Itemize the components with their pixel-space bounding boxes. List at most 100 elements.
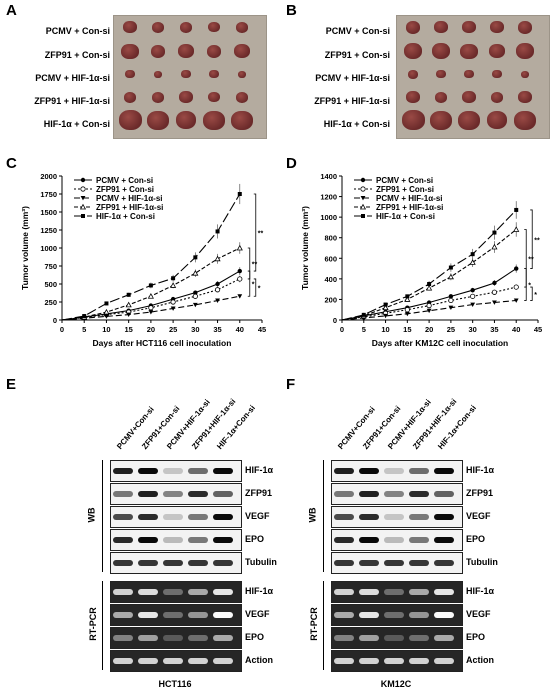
- data-point: [404, 296, 411, 302]
- blot-band: [334, 560, 354, 566]
- legend-label: HIF-1α + Con-si: [96, 212, 155, 221]
- blot-band: [384, 537, 404, 543]
- western-blot-strip: [110, 552, 242, 574]
- data-point: [470, 287, 475, 293]
- data-point: [426, 284, 433, 291]
- pcr-band: [188, 612, 208, 618]
- legend-label: ZFP91 + Con-si: [96, 185, 154, 194]
- western-blot-strip: [331, 483, 463, 505]
- significance-mark: *: [534, 292, 537, 299]
- blot-band: [138, 491, 158, 497]
- photo-row-label: ZFP91 + HIF-1α-si: [34, 96, 110, 106]
- data-point: [513, 298, 519, 303]
- blot-band: [434, 468, 454, 474]
- blot-band: [434, 537, 454, 543]
- tumor-specimen: [177, 44, 195, 58]
- blot-band: [188, 491, 208, 497]
- rt-pcr-strip: [331, 627, 463, 649]
- blot-row-label: EPO: [245, 534, 265, 544]
- data-point: [193, 255, 198, 260]
- rt-pcr-bracket: [323, 581, 324, 670]
- data-point: [360, 177, 366, 183]
- x-tick-label: 35: [213, 325, 221, 334]
- x-axis-label: Days after KM12C cell inoculation: [372, 338, 509, 348]
- significance-bracket: [247, 247, 251, 280]
- data-point: [426, 303, 432, 309]
- data-point: [80, 177, 86, 183]
- tumor-specimen: [431, 43, 451, 59]
- blot-band: [213, 537, 233, 543]
- series-5: [61, 183, 242, 321]
- tumor-specimen: [401, 110, 425, 130]
- western-blot-strip: [110, 460, 242, 482]
- significance-mark: **: [528, 256, 534, 263]
- wb-bracket: [102, 460, 103, 572]
- y-tick-label: 0: [53, 316, 57, 325]
- tumor-specimen: [179, 21, 193, 33]
- tumor-specimen: [430, 110, 452, 130]
- western-blot-strip: [331, 529, 463, 551]
- pcr-band: [188, 635, 208, 641]
- data-point: [192, 302, 198, 308]
- data-point: [171, 276, 176, 281]
- blot-band: [434, 514, 454, 520]
- pcr-band: [213, 589, 233, 595]
- tumor-photo: [113, 15, 267, 139]
- photo-row-label: ZFP91 + Con-si: [44, 50, 110, 60]
- blot-band: [359, 468, 379, 474]
- pcr-row-label: Action: [245, 655, 273, 665]
- x-tick-label: 0: [60, 325, 64, 334]
- blot-band: [163, 560, 183, 566]
- legend-label: PCMV + HIF-1α-si: [96, 194, 162, 203]
- western-blot-panel-e: PCMV+Con-si ZFP91+Con-si PCMV+HIF-1α-si ZFP…: [0, 380, 277, 689]
- tumor-specimen: [123, 21, 137, 33]
- tumor-specimen: [235, 91, 249, 103]
- blot-row-label: VEGF: [245, 511, 270, 521]
- y-tick-label: 500: [44, 280, 57, 289]
- y-tick-label: 200: [324, 295, 337, 304]
- tumor-specimen: [492, 70, 502, 78]
- data-point: [148, 310, 154, 315]
- blot-band: [334, 468, 354, 474]
- y-tick-label: 1250: [40, 226, 57, 235]
- tumor-specimen: [125, 70, 135, 78]
- x-tick-label: 30: [191, 325, 199, 334]
- x-tick-label: 5: [82, 325, 86, 334]
- tumor-specimen: [486, 111, 508, 129]
- tumor-specimen: [175, 111, 197, 129]
- pcr-band: [334, 612, 354, 618]
- data-point: [126, 312, 132, 317]
- blot-row-label: ZFP91: [245, 488, 273, 498]
- data-point: [469, 259, 476, 265]
- blot-band: [359, 491, 379, 497]
- data-point: [427, 282, 432, 286]
- data-point: [470, 293, 476, 299]
- blot-row-label: HIF-1α: [466, 465, 495, 475]
- x-tick-label: 10: [102, 325, 110, 334]
- pcr-band: [163, 658, 183, 664]
- tumor-specimen: [153, 70, 163, 78]
- tumor-specimen: [118, 110, 142, 130]
- blot-band: [359, 537, 379, 543]
- blot-band: [113, 491, 133, 497]
- blot-band: [334, 514, 354, 520]
- significance-mark: **: [252, 261, 258, 268]
- photo-row-label: PCMV + HIF-1α-si: [315, 73, 390, 83]
- legend-label: ZFP91 + Con-si: [376, 185, 434, 194]
- tumor-specimen: [403, 43, 423, 59]
- data-point: [170, 282, 177, 288]
- rt-pcr-strip: [110, 627, 242, 649]
- series-3: [341, 298, 519, 321]
- series-5: [341, 201, 519, 321]
- y-tick-label: 1400: [320, 172, 337, 181]
- rt-pcr-strip: [331, 650, 463, 672]
- western-blot-strip: [331, 460, 463, 482]
- blot-band: [384, 468, 404, 474]
- pcr-row-label: VEGF: [245, 609, 270, 619]
- data-point: [215, 281, 220, 287]
- cell-line-label: HCT116: [158, 679, 192, 689]
- significance-bracket: [524, 268, 527, 301]
- significance-bracket: [524, 229, 527, 288]
- western-blot-strip: [331, 552, 463, 574]
- rt-pcr-bracket: [102, 581, 103, 670]
